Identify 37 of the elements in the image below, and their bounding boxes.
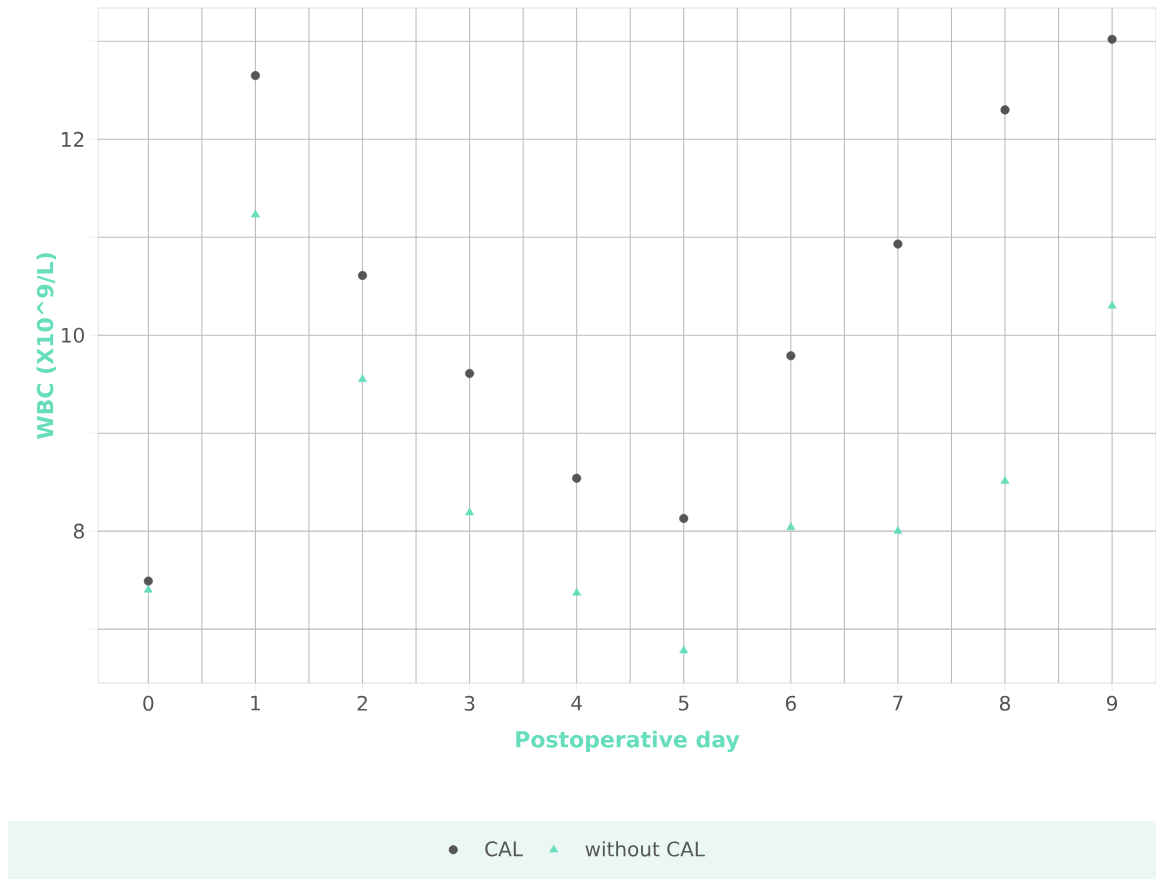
point xyxy=(465,507,475,516)
point xyxy=(250,71,260,81)
legend-label: without CAL xyxy=(585,841,705,857)
x-tick-label: 6 xyxy=(785,695,796,711)
x-tick-label: 9 xyxy=(1106,695,1118,711)
point xyxy=(143,584,153,593)
x-tick-label: 2 xyxy=(357,695,367,711)
x-tick-label: 7 xyxy=(893,695,903,711)
point xyxy=(250,209,260,218)
point xyxy=(786,522,796,530)
x-tick-label: 8 xyxy=(1000,695,1011,711)
point xyxy=(1107,300,1117,309)
point xyxy=(358,374,367,382)
y-tick-label: 10 xyxy=(62,327,84,343)
y-tick-label: 12 xyxy=(62,131,84,147)
legend-label: CAL xyxy=(485,841,523,857)
point xyxy=(465,368,475,378)
point xyxy=(572,473,582,483)
point xyxy=(1000,105,1010,115)
x-tick-label: 1 xyxy=(251,695,260,711)
point xyxy=(143,576,153,586)
point xyxy=(572,587,582,596)
point xyxy=(1000,476,1010,484)
x-tick-label: 5 xyxy=(678,695,689,711)
y-axis-title: WBC (X10^9/L) xyxy=(36,253,57,440)
point xyxy=(893,526,903,534)
point xyxy=(679,645,689,654)
x-tick-label: 0 xyxy=(143,695,154,711)
x-axis-title: Postoperative day xyxy=(516,730,740,753)
point xyxy=(786,351,796,361)
x-tick-label: 4 xyxy=(571,695,582,711)
y-tick-label: 8 xyxy=(73,523,84,539)
point xyxy=(1107,34,1117,44)
x-tick-label: 3 xyxy=(464,695,475,711)
point xyxy=(893,239,903,249)
point xyxy=(357,270,368,280)
point xyxy=(679,513,689,523)
